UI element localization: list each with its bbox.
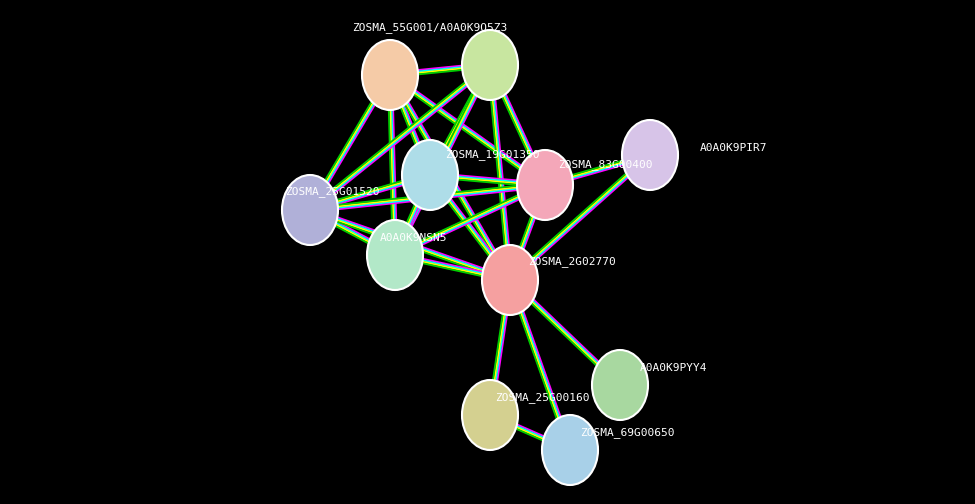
- Ellipse shape: [482, 245, 538, 315]
- Text: A0A0K9NSN5: A0A0K9NSN5: [380, 233, 448, 243]
- Ellipse shape: [402, 140, 458, 210]
- Text: ZOSMA_19G01350: ZOSMA_19G01350: [445, 150, 539, 160]
- Ellipse shape: [542, 415, 598, 485]
- Ellipse shape: [622, 120, 678, 190]
- Text: ZOSMA_25G00160: ZOSMA_25G00160: [495, 393, 590, 404]
- Text: ZOSMA_25G01520: ZOSMA_25G01520: [285, 186, 379, 198]
- Text: ZOSMA_2G02770: ZOSMA_2G02770: [528, 257, 616, 268]
- Text: A0A0K9PYY4: A0A0K9PYY4: [640, 363, 708, 373]
- Text: ZOSMA_55G001/A0A0K9Q5Z3: ZOSMA_55G001/A0A0K9Q5Z3: [352, 23, 508, 33]
- Ellipse shape: [592, 350, 648, 420]
- Ellipse shape: [282, 175, 338, 245]
- Ellipse shape: [367, 220, 423, 290]
- Text: ZOSMA_83G00400: ZOSMA_83G00400: [558, 160, 652, 170]
- Text: ZOSMA_69G00650: ZOSMA_69G00650: [580, 427, 675, 438]
- Text: A0A0K9PIR7: A0A0K9PIR7: [700, 143, 767, 153]
- Ellipse shape: [462, 380, 518, 450]
- Ellipse shape: [517, 150, 573, 220]
- Ellipse shape: [462, 30, 518, 100]
- Ellipse shape: [362, 40, 418, 110]
